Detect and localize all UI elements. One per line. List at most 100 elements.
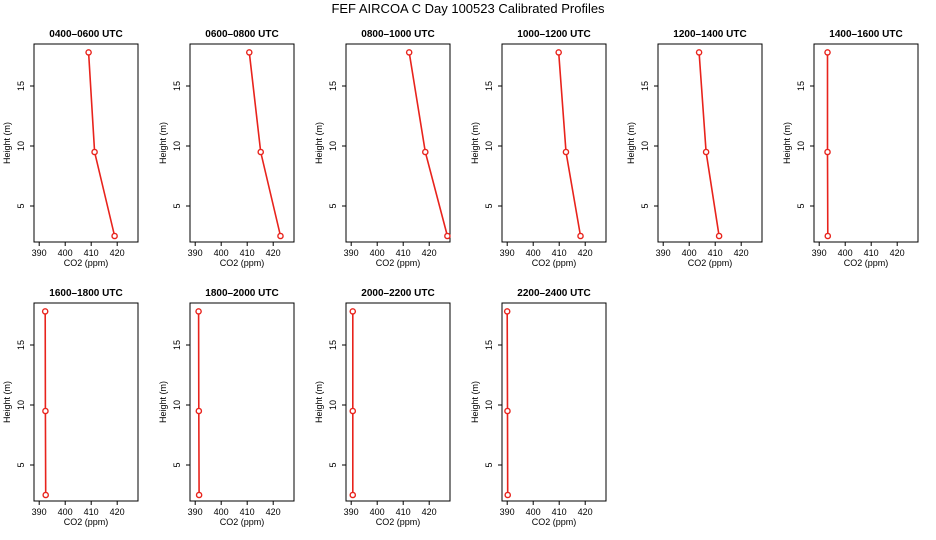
y-axis-label: Height (m) [158,122,168,164]
y-tick-label: 5 [328,462,338,467]
y-tick-label: 15 [796,81,806,91]
x-tick-label: 410 [708,248,723,258]
x-tick-label: 390 [812,248,827,258]
y-axis-label: Height (m) [782,122,792,164]
panel-title: 1800–2000 UTC [205,288,278,299]
x-tick-label: 400 [58,248,73,258]
panel-3: 0800–1000 UTC 390 400 410 420 5 10 15 CO2 (ppm) H… [314,29,451,268]
x-tick-label: 410 [552,248,567,258]
x-tick-label: 420 [110,507,125,517]
data-point [824,232,832,240]
data-point [349,407,357,415]
x-tick-label: 400 [838,248,853,258]
x-tick-label: 400 [58,507,73,517]
data-point [695,49,703,56]
y-tick-label: 10 [328,141,338,151]
y-axis-label: Height (m) [2,122,12,164]
data-point [504,407,511,415]
x-tick-label: 390 [344,507,359,517]
y-tick-label: 15 [484,81,494,91]
data-point [257,148,265,156]
data-point [421,148,429,156]
y-tick-label: 15 [328,81,338,91]
y-axis-label: Height (m) [314,381,324,423]
plot-frame [33,302,139,502]
x-tick-label: 400 [214,507,229,517]
x-tick-label: 410 [864,248,879,258]
plot-frame [189,43,295,243]
y-tick-label: 5 [16,462,26,467]
y-tick-label: 15 [172,340,182,350]
panel-7: 1600–1800 UTC 390 400 410 420 5 10 15 CO2 (ppm) H… [2,288,139,527]
y-tick-label: 5 [328,203,338,208]
data-point [91,148,98,156]
plot-frame [189,302,295,502]
x-tick-label: 410 [84,507,99,517]
x-tick-label: 400 [214,248,229,258]
y-tick-label: 15 [16,81,26,91]
panel-title: 1600–1800 UTC [49,288,122,299]
x-tick-label: 410 [240,248,255,258]
profile-line [248,52,282,237]
figure-title: FEF AIRCOA C Day 100523 Calibrated Profi… [331,1,605,16]
panel-4: 1000–1200 UTC 390 400 410 420 5 10 15 CO2 (ppm) H… [470,29,607,268]
profile-line [557,52,582,237]
x-tick-label: 390 [32,507,47,517]
y-tick-label: 10 [796,141,806,151]
x-tick-label: 420 [734,248,749,258]
data-point [42,491,50,499]
x-axis-label: CO2 (ppm) [64,517,109,527]
plot-frame [813,43,919,243]
profile-line [44,311,47,496]
y-axis-label: Height (m) [470,381,480,423]
panel-8: 1800–2000 UTC 390 400 410 420 5 10 15 CO2 (ppm) H… [158,288,295,527]
panel-title: 2000–2200 UTC [361,288,434,299]
y-tick-label: 10 [172,141,182,151]
panel-1: 0400–0600 UTC 390 400 410 420 5 10 15 CO2 (ppm) H… [2,29,139,268]
x-tick-label: 420 [422,507,437,517]
x-tick-label: 390 [32,248,47,258]
y-tick-label: 15 [640,81,650,91]
x-tick-label: 410 [396,248,411,258]
profile-line [87,52,116,237]
x-tick-label: 390 [188,248,203,258]
profile-line [197,311,200,496]
y-axis-label: Height (m) [626,122,636,164]
x-tick-label: 420 [578,507,593,517]
data-point [444,232,451,240]
x-tick-label: 400 [370,507,385,517]
x-tick-label: 410 [396,507,411,517]
panel-title: 1000–1200 UTC [517,29,590,40]
x-tick-label: 420 [266,507,281,517]
y-axis-label: Height (m) [2,381,12,423]
x-tick-label: 390 [500,248,515,258]
y-tick-label: 5 [484,203,494,208]
y-tick-label: 10 [484,400,494,410]
x-tick-label: 390 [188,507,203,517]
x-tick-label: 410 [240,507,255,517]
y-tick-label: 15 [16,340,26,350]
plot-frame [33,43,139,243]
y-tick-label: 5 [796,203,806,208]
plot-frame [501,43,607,243]
y-tick-label: 10 [640,141,650,151]
data-point [42,407,49,415]
data-point [41,308,49,315]
x-tick-label: 410 [84,248,99,258]
x-axis-label: CO2 (ppm) [64,258,109,268]
y-axis-label: Height (m) [158,381,168,423]
data-point [562,148,570,156]
plot-frame [345,302,451,502]
y-tick-label: 5 [16,203,26,208]
plot-frame [501,302,607,502]
data-point [85,49,92,56]
y-tick-label: 10 [328,400,338,410]
x-tick-label: 420 [578,248,593,258]
data-point [195,407,203,415]
x-tick-label: 420 [266,248,281,258]
x-tick-label: 410 [552,507,567,517]
x-tick-label: 390 [656,248,671,258]
plot-frame [657,43,763,243]
y-tick-label: 15 [328,340,338,350]
data-point [503,308,511,315]
